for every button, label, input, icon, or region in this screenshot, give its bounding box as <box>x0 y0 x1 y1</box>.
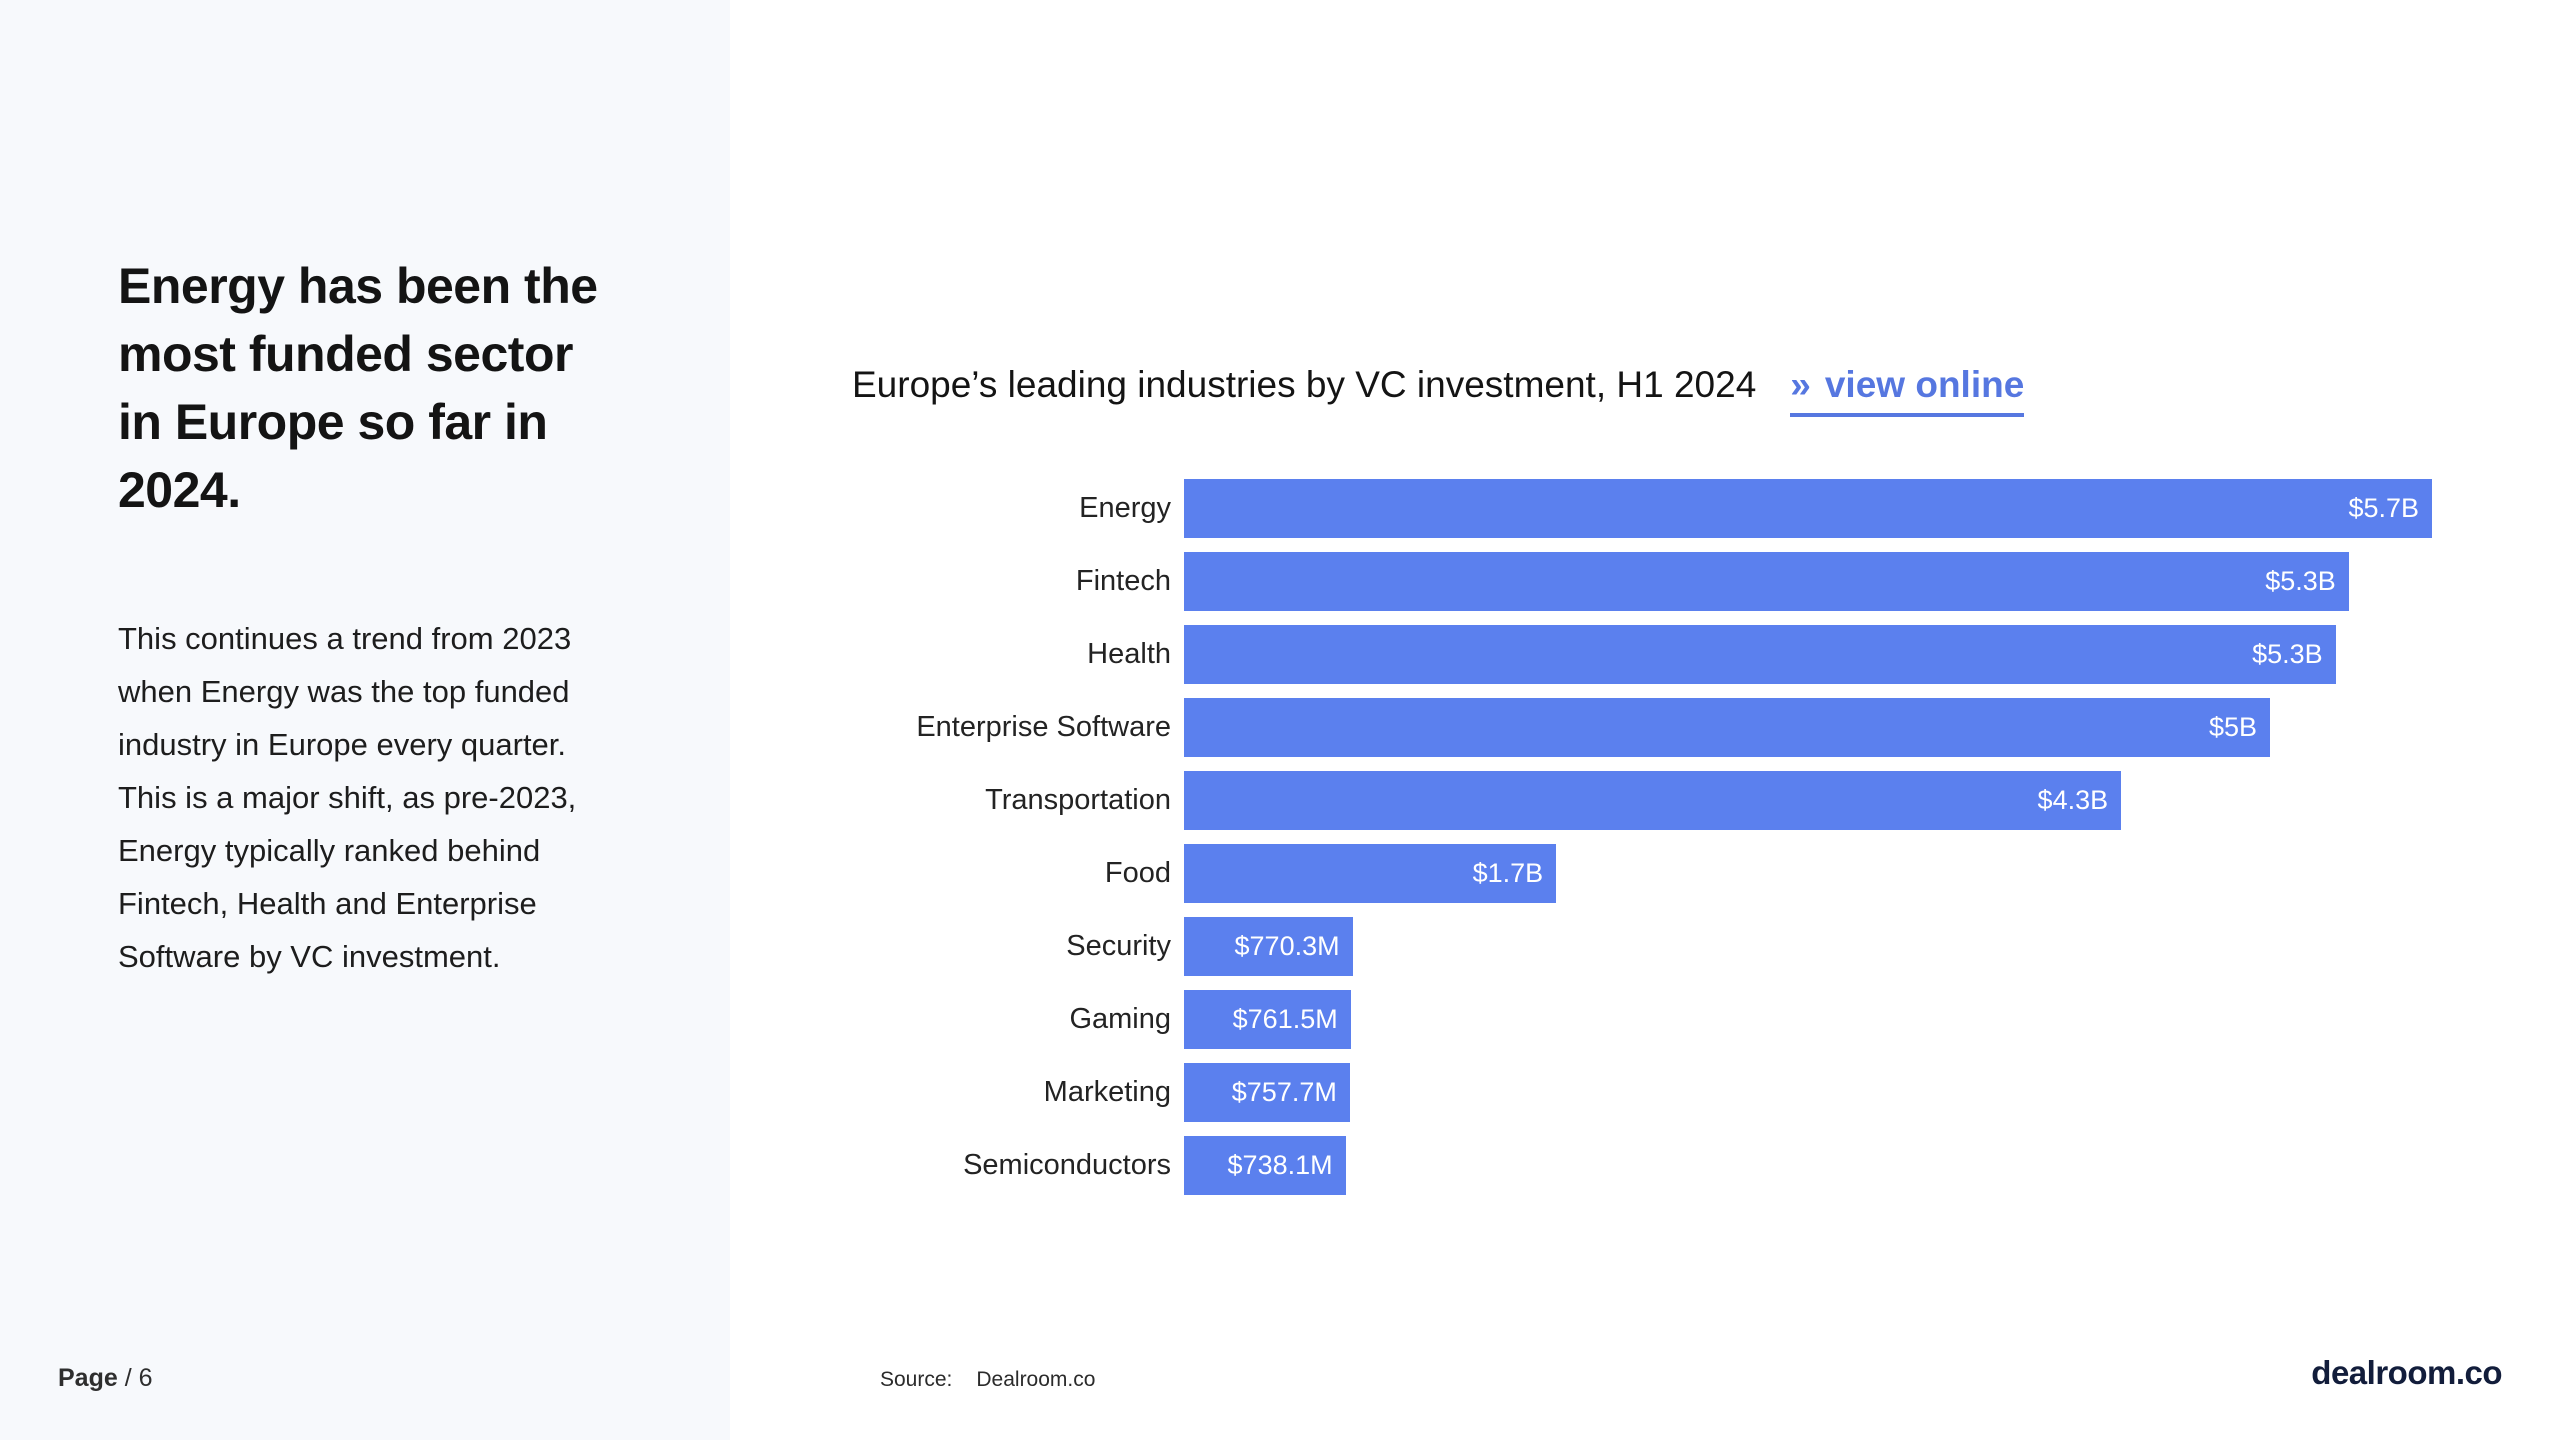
bar-category-label: Semiconductors <box>963 1149 1171 1181</box>
bar-value-label: $761.5M <box>1232 1004 1338 1034</box>
slide-body-text: This continues a trend from 2023 when En… <box>118 621 577 974</box>
bar-track: $5.7B <box>1184 479 2432 538</box>
bar-value-label: $4.3B <box>2037 785 2109 815</box>
bar-track: $5B <box>1184 698 2432 757</box>
bar: $1.7B <box>1184 844 1557 903</box>
dealroom-logo: dealroom.co <box>2311 1354 2502 1391</box>
bar: $770.3M <box>1184 917 1353 976</box>
bar-value-label: $5.3B <box>2265 566 2336 596</box>
bar-value-label: $757.7M <box>1231 1077 1337 1107</box>
bar-category-label: Transportation <box>985 784 1171 816</box>
bar-row: Gaming $761.5M <box>852 983 2432 1056</box>
bar: $5.7B <box>1184 479 2432 538</box>
bar-track: $4.3B <box>1184 771 2432 830</box>
bar-value-label: $5.7B <box>2348 493 2419 523</box>
bar-category-label: Food <box>1104 857 1171 889</box>
bar-category-label: Gaming <box>1069 1003 1171 1035</box>
bar-row: Enterprise Software $5B <box>852 691 2432 764</box>
bar-chart: Energy $5.7B Fintech $5.3B Health $5.3B Enterp… <box>852 472 2432 1202</box>
bar-category-label: Fintech <box>1075 565 1171 597</box>
view-online-link[interactable]: » view online <box>1790 362 2025 417</box>
bar: $4.3B <box>1184 771 2122 830</box>
chart-header: Europe’s leading industries by VC invest… <box>852 362 2025 417</box>
bar-track: $738.1M <box>1184 1136 2432 1195</box>
chart-title: Europe’s leading industries by VC invest… <box>852 364 1757 405</box>
page-indicator: Page / 6 <box>58 1364 153 1393</box>
bar-category-label: Enterprise Software <box>916 711 1171 743</box>
page-label: Page <box>58 1364 118 1392</box>
bar-track: $5.3B <box>1184 625 2432 684</box>
bar: $5B <box>1184 698 2270 757</box>
bar-category-label: Marketing <box>1043 1076 1171 1108</box>
bar-value-label: $1.7B <box>1472 858 1544 888</box>
source-footer: Source: Dealroom.co <box>880 1368 1095 1392</box>
bar-row: Marketing $757.7M <box>852 1056 2432 1129</box>
bar-value-label: $738.1M <box>1227 1150 1333 1180</box>
bar-track: $761.5M <box>1184 990 2432 1049</box>
bar-value-label: $5B <box>2208 712 2257 742</box>
bar-chart-rows: Energy $5.7B Fintech $5.3B Health $5.3B Enterp… <box>852 472 2432 1202</box>
bar-row: Health $5.3B <box>852 618 2432 691</box>
bar-row: Security $770.3M <box>852 910 2432 983</box>
bar-category-label: Health <box>1087 638 1171 670</box>
bar-category-label: Security <box>1066 930 1171 962</box>
bar-value-label: $770.3M <box>1234 931 1340 961</box>
source-label: Source: <box>880 1368 953 1391</box>
double-chevron-icon: » <box>1790 364 1811 405</box>
bar-row: Energy $5.7B <box>852 472 2432 545</box>
bar-value-label: $5.3B <box>2252 639 2323 669</box>
bar-track: $1.7B <box>1184 844 2432 903</box>
bar-row: Transportation $4.3B <box>852 764 2432 837</box>
bar: $738.1M <box>1184 1136 1346 1195</box>
bar-track: $770.3M <box>1184 917 2432 976</box>
left-sidebar: Energy has been the most funded sector i… <box>0 0 730 1440</box>
bar-track: $5.3B <box>1184 552 2432 611</box>
bar-row: Fintech $5.3B <box>852 545 2432 618</box>
bar-category-label: Energy <box>1079 492 1171 524</box>
bar: $5.3B <box>1184 552 2349 611</box>
bar: $757.7M <box>1184 1063 1350 1122</box>
slide-headline: Energy has been the most funded sector i… <box>118 258 598 518</box>
bar: $761.5M <box>1184 990 1351 1049</box>
view-online-label: view online <box>1824 364 2025 405</box>
source-value: Dealroom.co <box>976 1368 1096 1391</box>
bar-row: Semiconductors $738.1M <box>852 1129 2432 1202</box>
page-number: / 6 <box>124 1364 153 1392</box>
bar-track: $757.7M <box>1184 1063 2432 1122</box>
bar-row: Food $1.7B <box>852 837 2432 910</box>
bar: $5.3B <box>1184 625 2336 684</box>
